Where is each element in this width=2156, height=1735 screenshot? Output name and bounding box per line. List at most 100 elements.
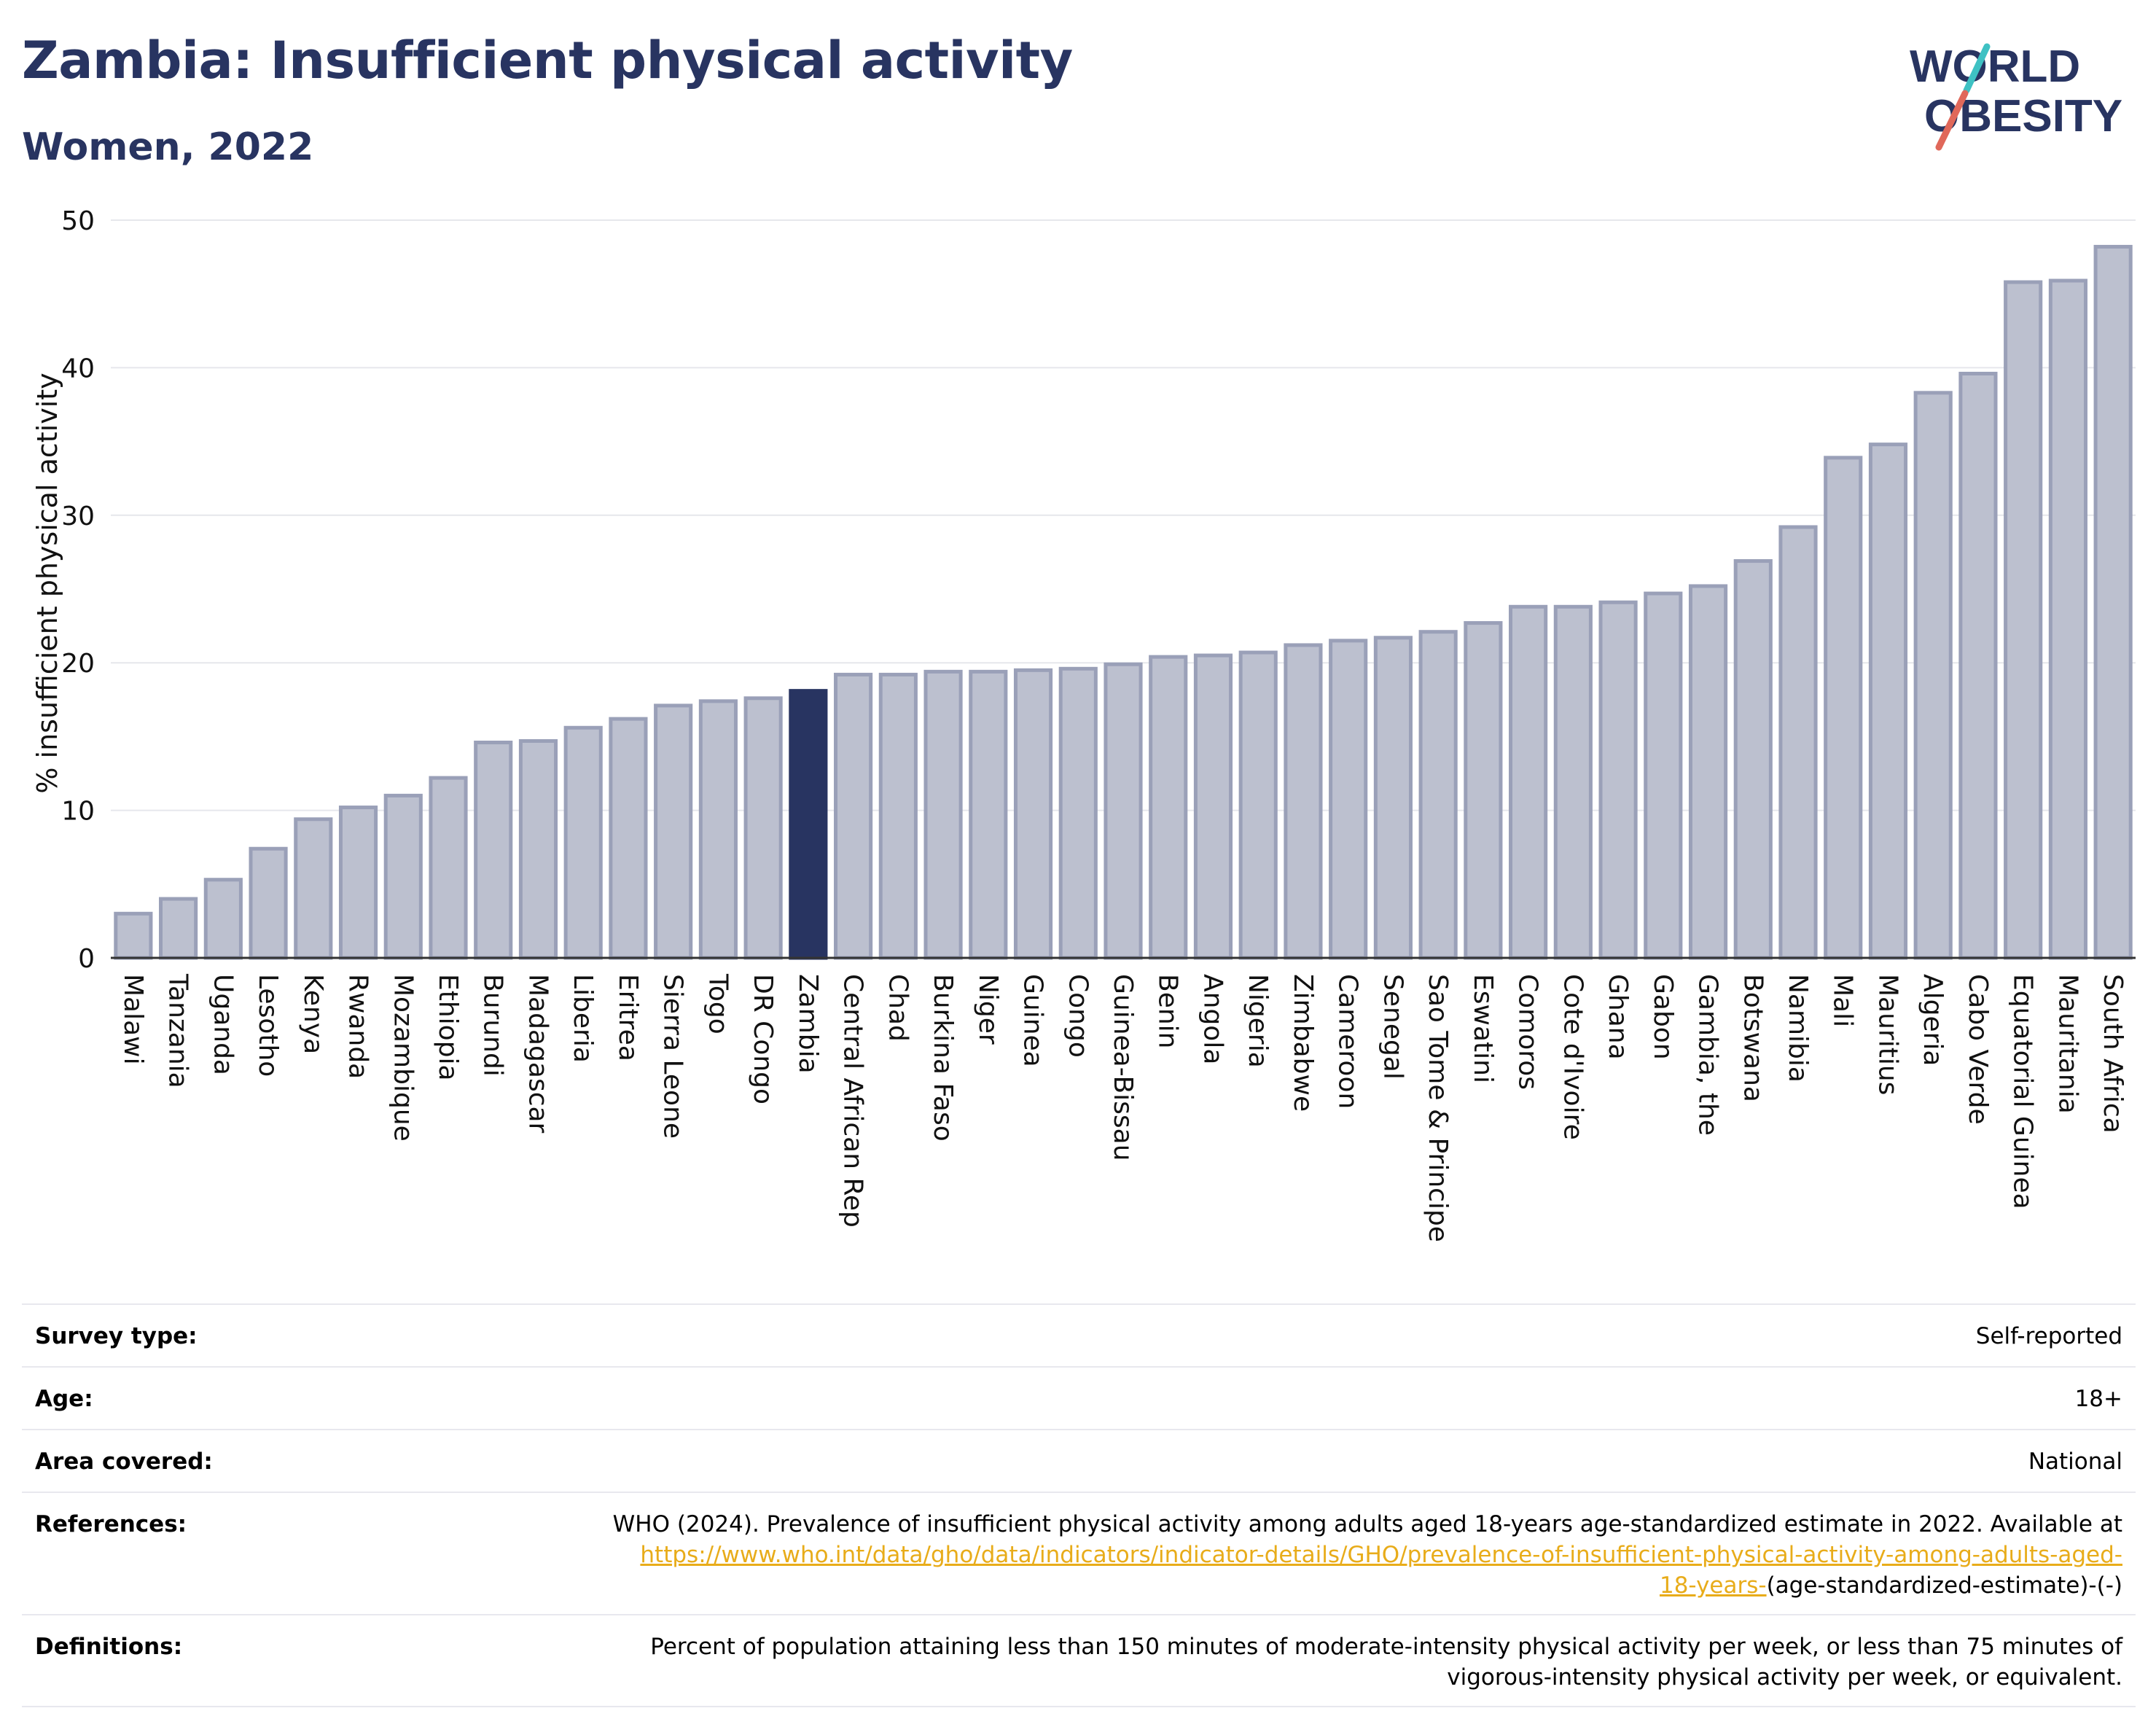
bar-liberia [563,725,603,960]
area-row: Area covered: National [22,1429,2136,1492]
x-tick-label: Sao Tome & Principe [1423,974,1453,1242]
age-row: Age: 18+ [22,1366,2136,1429]
bar-nigeria [1238,650,1278,960]
area-label: Area covered: [35,1449,213,1475]
x-tick-label: Guinea [1018,974,1048,1067]
bar-cote-d-ivoire [1553,604,1593,960]
references-value: WHO (2024). Prevalence of insufficient p… [613,1509,2136,1601]
x-tick-label: Benin [1153,974,1183,1048]
bar-mauritania [2048,278,2087,960]
y-axis-ticks: 0 10 20 30 40 50 [61,206,95,974]
y-tick-label: 40 [61,354,95,383]
area-value: National [2028,1449,2122,1475]
bar-togo [698,699,738,960]
y-tick-label: 10 [61,797,95,827]
chart-subtitle: Women, 2022 [22,125,314,169]
survey-type-row: Survey type: Self-reported [22,1303,2136,1366]
bar-dr-congo [743,696,783,960]
bar-namibia [1778,525,1818,960]
bar-guinea [1013,668,1053,960]
age-label: Age: [35,1386,93,1412]
x-tick-label: Lesotho [253,974,283,1077]
x-tick-label: Cote d'Ivoire [1558,974,1587,1140]
world-obesity-logo: WORLD OBESITY [1910,42,2122,151]
references-text: WHO (2024). Prevalence of insufficient p… [612,1511,2122,1537]
bar-burkina-faso [923,669,963,960]
y-axis-label: % insufficient physical activity [31,373,63,793]
x-tick-label: Eritrea [613,974,643,1061]
x-tick-label: Congo [1063,974,1093,1058]
x-tick-label: Cabo Verde [1963,974,1993,1125]
bar-gambia-the [1688,584,1728,960]
references-row: References: WHO (2024). Prevalence of in… [22,1492,2136,1614]
x-tick-label: Angola [1198,974,1227,1064]
x-tick-label: Equatorial Guinea [2008,974,2038,1209]
bar-kenya [294,817,333,960]
bar-congo [1058,666,1098,960]
bar-malawi [114,911,153,960]
bar-eritrea [609,717,648,960]
bar-ethiopia [429,776,468,960]
bar-rwanda [338,806,378,960]
bar-cameroon [1329,639,1368,960]
y-tick-label: 30 [61,502,95,531]
x-tick-label: Gambia, the [1693,974,1723,1136]
bar-angola [1193,653,1233,960]
info-table: Survey type: Self-reported Age: 18+ Area… [22,1303,2136,1707]
x-tick-label: Zambia [793,974,823,1074]
bar-tanzania [159,897,198,960]
x-tick-label: Botswana [1738,974,1768,1102]
bar-mauritius [1868,442,1908,960]
bar-comoros [1509,604,1548,960]
x-tick-label: Sierra Leone [658,974,688,1139]
bar-uganda [203,878,243,960]
bar-chad [878,672,918,960]
x-tick-label: Tanzania [163,973,193,1088]
bar-zambia [789,689,828,960]
x-tick-label: Mali [1828,974,1858,1027]
x-tick-label: Kenya [298,974,328,1054]
x-tick-label: Uganda [208,974,238,1075]
definitions-value: Percent of population attaining less tha… [650,1631,2136,1693]
definitions-line2: vigorous-intensity physical activity per… [1447,1664,2122,1691]
bar-niger [969,669,1008,960]
x-tick-label: Ethiopia [433,974,463,1081]
x-tick-label: Eswatini [1468,974,1498,1083]
survey-type-label: Survey type: [35,1323,198,1349]
bar-senegal [1373,636,1413,960]
bar-mozambique [383,793,423,960]
x-tick-label: Senegal [1378,974,1407,1080]
definitions-row: Definitions: Percent of population attai… [22,1614,2136,1707]
x-tick-label: Cameroon [1333,974,1363,1109]
bar-lesotho [249,846,288,960]
x-tick-label: South Africa [2098,974,2128,1134]
references-link-cont[interactable]: 18-years- [1659,1572,1767,1599]
references-label: References: [35,1511,187,1537]
bar-chart: 0 10 20 30 40 50 % insufficient physical acti… [31,206,2136,1242]
references-link[interactable]: https://www.who.int/data/gho/data/indica… [640,1542,2122,1568]
bar-botswana [1733,559,1773,960]
age-value: 18+ [2074,1386,2122,1412]
bar-gabon [1644,591,1683,960]
y-tick-label: 20 [61,649,95,679]
references-suffix: (age-standardized-estimate)-(-) [1766,1572,2122,1599]
x-tick-label: Liberia [568,974,598,1063]
bars [114,244,2133,960]
x-tick-label: Rwanda [343,974,373,1079]
bar-mali [1824,456,1863,960]
bar-burundi [474,740,513,960]
bar-south-africa [2093,244,2133,960]
bar-algeria [1913,391,1953,960]
y-tick-label: 0 [78,944,95,974]
logo-word-world: WORLD [1910,42,2080,92]
x-tick-label: Mauritania [2053,974,2082,1114]
x-tick-label: Zimbabwe [1288,974,1318,1112]
y-tick-label: 50 [61,206,95,236]
x-tick-label: DR Congo [748,974,778,1104]
definitions-label: Definitions: [35,1634,183,1660]
x-tick-label: Burundi [478,974,508,1077]
x-tick-label: Algeria [1918,974,1948,1067]
x-tick-label: Nigeria [1243,974,1273,1068]
survey-type-value: Self-reported [1975,1323,2122,1349]
bar-equatorial-guinea [2004,280,2043,960]
